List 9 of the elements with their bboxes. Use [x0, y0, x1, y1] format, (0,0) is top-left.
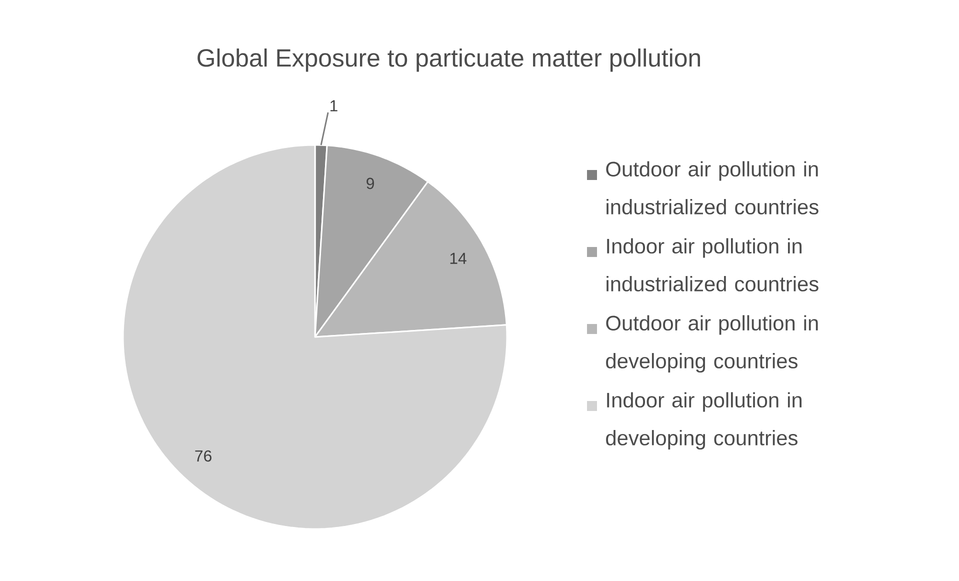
legend-label: Indoor air pollution in developing countries	[606, 392, 802, 450]
legend-label: Outdoor air pollution in industrialized countries	[606, 161, 818, 214]
data-label: 9	[366, 178, 374, 190]
legend-label: Indoor air pollution in industrialized countries	[606, 238, 818, 292]
legend-label: Outdoor air pollution in developing countries	[606, 315, 818, 373]
data-label: 1	[330, 100, 338, 112]
data-label: 14	[450, 252, 466, 264]
chart-title: Global Exposure to particuate matter pollution	[198, 48, 700, 72]
data-label: 76	[195, 450, 212, 462]
